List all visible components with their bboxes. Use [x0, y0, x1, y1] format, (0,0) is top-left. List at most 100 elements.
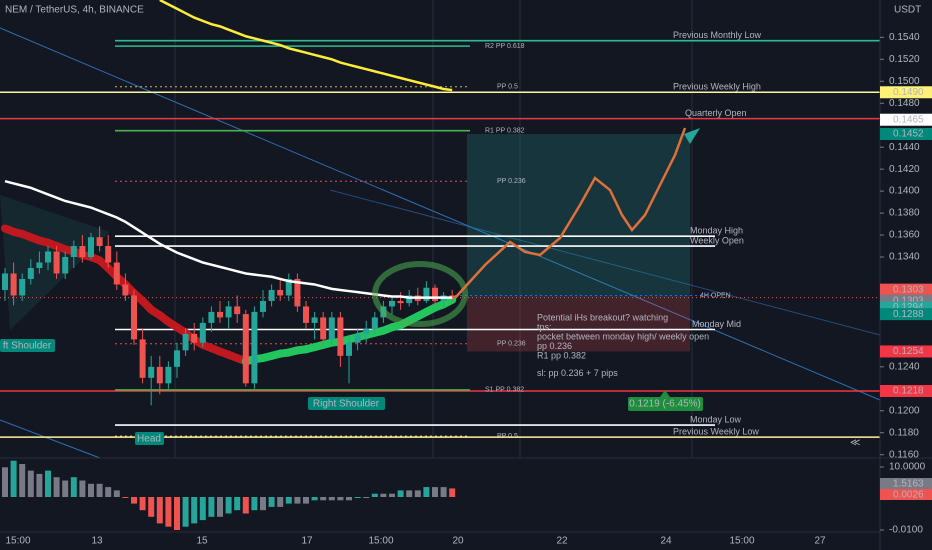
candle-body: [122, 284, 129, 296]
candle-body: [174, 350, 180, 367]
y-tick-label: 0.1180: [889, 427, 919, 438]
histogram-bar: [440, 487, 447, 497]
note-line: pocket between monday high/ weekly open: [537, 331, 709, 341]
price-tag-label: 0.1288: [893, 309, 924, 320]
candle-body: [389, 300, 395, 307]
histogram-bar: [174, 497, 180, 530]
projection-arrow: [684, 128, 700, 144]
level-label: 4H OPEN: [700, 292, 731, 299]
histogram-bar: [165, 497, 172, 527]
candle-body: [363, 328, 370, 334]
level-label: Weekly Open: [690, 235, 744, 245]
y-tick-label: 0.1380: [889, 208, 920, 219]
price-tag: [880, 86, 932, 99]
histogram-bar: [105, 487, 112, 497]
candle-body: [251, 311, 258, 384]
histogram-bar: [225, 497, 232, 514]
candle-body: [311, 317, 318, 323]
candle-body: [423, 287, 430, 301]
vertical-grid: [174, 0, 693, 458]
price-tag-label: 0.1490: [893, 87, 924, 98]
histogram-bar: [79, 480, 86, 497]
level-label: PP 0.236: [497, 341, 526, 348]
candle-body: [53, 251, 60, 274]
plot: [1, 0, 457, 406]
level-label: R2 PP 0.618: [485, 43, 525, 50]
currency-label: USDT: [894, 5, 921, 16]
indicator-tick-label: 10.0000: [889, 462, 926, 473]
x-tick-label: 20: [452, 536, 464, 547]
candle-body: [234, 306, 241, 315]
candle-body: [260, 300, 266, 312]
levels: Previous Monthly Low R2 PP 0.618 PP 0.5 Pre…: [0, 30, 880, 440]
histogram-bar: [268, 497, 275, 507]
channel-line: [0, 27, 881, 401]
histogram-bar: [156, 497, 163, 524]
x-tick-label: 17: [301, 536, 313, 547]
indicator-tag: [880, 489, 932, 500]
price-tag: [880, 113, 932, 126]
histogram-bar: [406, 490, 413, 497]
level-label: PP 0.236: [497, 178, 526, 185]
candle-body: [371, 317, 378, 329]
histogram-bar: [285, 497, 292, 504]
candle-body: [182, 333, 189, 351]
candle-body: [70, 246, 77, 258]
price-tag-label: 0.1303: [893, 284, 924, 295]
candle-body: [191, 333, 198, 343]
histogram-bar: [311, 497, 318, 501]
candle-body: [406, 295, 413, 304]
candle-body: [225, 306, 232, 318]
target-zone: [467, 133, 690, 298]
histogram-bar: [88, 483, 94, 497]
histogram-bar: [208, 497, 215, 517]
candle-body: [79, 246, 86, 258]
candle-body: [45, 251, 51, 263]
target-box: [628, 397, 703, 411]
x-tick-label: 22: [556, 536, 568, 547]
note-line: tps:: [537, 322, 552, 332]
histogram-bar: [2, 467, 8, 497]
y-tick-label: 0.1200: [889, 405, 920, 416]
level-label: Monday Low: [690, 414, 742, 424]
candle-body: [303, 306, 309, 323]
price-tag: [880, 283, 932, 296]
histogram-bar: [363, 497, 370, 498]
histogram-bar: [113, 490, 120, 497]
left-shoulder-label: ft Shoulder: [3, 341, 52, 352]
histogram-bar: [294, 497, 301, 504]
price-tag-label: 0.1303: [893, 295, 924, 306]
candle-body: [242, 314, 249, 384]
replay-icon: ≪: [850, 438, 860, 449]
candle-body: [320, 317, 327, 340]
ribbon-segment: [439, 295, 457, 309]
histogram-bar: [182, 497, 189, 527]
histogram-bar: [199, 497, 206, 521]
histogram-bar: [346, 497, 352, 501]
price-tag-label: 0.1465: [893, 114, 924, 125]
candle-body: [88, 237, 94, 258]
histogram-bar: [432, 487, 438, 497]
symbol-title: NEM / TetherUS, 4h, BINANCE: [5, 5, 144, 16]
histogram-bar: [303, 497, 309, 504]
candle-body: [131, 295, 137, 340]
histogram-bar: [191, 497, 198, 524]
candle-body: [105, 246, 112, 263]
histogram-bar: [354, 497, 361, 498]
histogram-bar: [19, 464, 26, 497]
price-tag: [880, 127, 932, 140]
y-tick-label: 0.1340: [889, 252, 920, 263]
level-label: R1 PP 0.382: [485, 128, 525, 135]
x-tick-label: 15:00: [729, 536, 754, 547]
histogram-bar: [397, 490, 404, 497]
candle-body: [156, 366, 163, 384]
candle-body: [208, 311, 215, 323]
level-label: Quarterly Open: [685, 108, 747, 118]
candle-body: [36, 262, 43, 268]
candle-body: [27, 267, 34, 279]
label-box: [0, 339, 55, 352]
y-tick-label: 0.1160: [889, 449, 919, 460]
